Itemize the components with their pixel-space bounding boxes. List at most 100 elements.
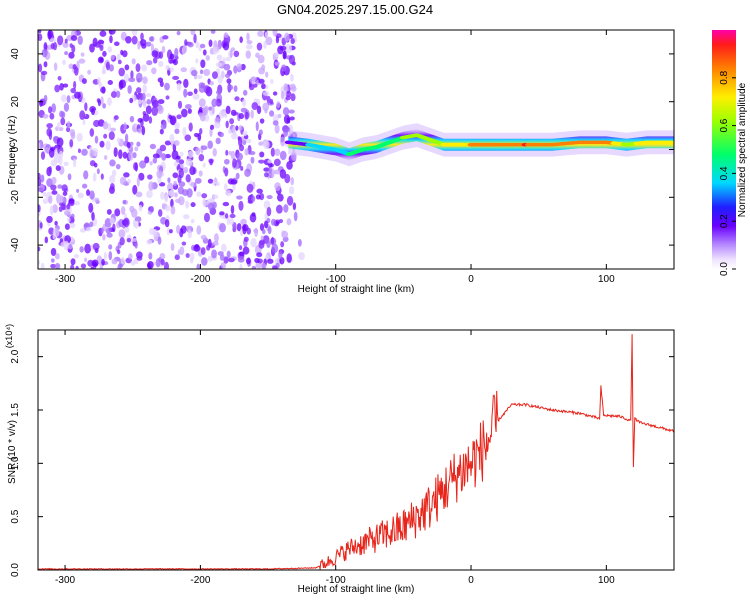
noise-speckle-layer <box>38 30 305 269</box>
noise-speckle <box>89 221 94 228</box>
noise-speckle <box>244 148 249 156</box>
noise-speckle <box>242 224 249 232</box>
noise-speckle <box>122 151 128 159</box>
noise-speckle <box>46 215 53 224</box>
noise-speckle <box>201 257 208 266</box>
noise-speckle <box>92 242 100 251</box>
snr-frame <box>37 329 675 571</box>
noise-speckle <box>217 74 223 84</box>
noise-speckle <box>145 41 152 47</box>
noise-speckle <box>48 106 53 114</box>
noise-speckle <box>126 141 131 149</box>
noise-speckle <box>76 188 80 193</box>
noise-speckle <box>277 113 282 119</box>
noise-speckle <box>70 258 76 266</box>
noise-speckle <box>142 84 148 94</box>
noise-speckle <box>50 184 57 191</box>
noise-speckle <box>142 76 148 84</box>
noise-speckle <box>131 35 138 45</box>
noise-speckle <box>282 107 290 116</box>
noise-speckle <box>40 151 46 160</box>
noise-speckle <box>274 52 280 58</box>
noise-speckle <box>84 257 88 263</box>
noise-speckle <box>182 126 187 137</box>
noise-speckle <box>203 212 210 223</box>
noise-speckle <box>114 41 120 47</box>
noise-speckle <box>173 140 180 146</box>
noise-speckle <box>38 177 42 187</box>
noise-speckle <box>182 44 187 54</box>
noise-speckle <box>128 77 136 83</box>
noise-speckle <box>73 254 80 259</box>
noise-speckle <box>84 243 92 254</box>
noise-speckle <box>131 30 138 36</box>
noise-speckle <box>152 153 160 159</box>
noise-speckle <box>116 90 121 98</box>
noise-speckle <box>276 101 281 109</box>
noise-speckle <box>274 182 281 192</box>
noise-speckle <box>50 247 57 257</box>
noise-speckle <box>280 136 286 147</box>
noise-speckle <box>62 42 69 49</box>
noise-speckle <box>152 56 158 64</box>
noise-speckle <box>192 93 200 100</box>
noise-speckle <box>288 54 296 65</box>
noise-speckle <box>235 172 240 180</box>
noise-speckle <box>259 223 265 232</box>
noise-speckle <box>68 243 73 250</box>
snr-panel: -300 -200 -100 0 100 0.0 0.5 1.0 1.5 2.0 Height o… <box>4 324 675 595</box>
noise-speckle <box>77 35 83 45</box>
noise-speckle <box>187 108 192 114</box>
noise-speckle <box>237 136 243 147</box>
noise-speckle <box>51 103 57 113</box>
noise-speckle <box>275 36 280 44</box>
noise-speckle <box>132 152 137 159</box>
noise-speckle <box>50 263 56 269</box>
noise-speckle <box>224 167 229 177</box>
colorbar-tick-label: 0.4 <box>719 166 730 180</box>
noise-speckle <box>284 173 291 184</box>
noise-speckle <box>113 147 118 158</box>
noise-speckle <box>278 219 284 224</box>
noise-speckle <box>250 238 257 248</box>
noise-speckle <box>160 258 165 266</box>
noise-speckle <box>263 41 267 49</box>
noise-speckle <box>238 113 245 120</box>
noise-speckle <box>113 115 119 120</box>
noise-speckle <box>140 39 147 46</box>
noise-speckle <box>266 195 273 200</box>
noise-speckle <box>54 220 58 226</box>
noise-speckle <box>50 258 55 263</box>
noise-speckle <box>225 149 229 156</box>
noise-speckle <box>129 97 134 104</box>
noise-speckle <box>146 98 152 105</box>
noise-speckle <box>275 204 283 214</box>
noise-speckle <box>202 199 207 207</box>
noise-speckle <box>219 254 225 261</box>
noise-speckle <box>205 55 210 61</box>
noise-speckle <box>118 67 125 77</box>
noise-speckle <box>258 141 264 146</box>
noise-speckle <box>272 265 278 269</box>
noise-speckle <box>190 30 196 36</box>
noise-speckle <box>198 98 206 108</box>
noise-speckle <box>239 36 243 43</box>
noise-speckle <box>40 262 45 269</box>
noise-speckle <box>223 63 231 71</box>
noise-speckle <box>164 140 172 146</box>
noise-speckle <box>257 30 265 37</box>
noise-speckle <box>223 183 228 191</box>
noise-speckle <box>81 78 87 85</box>
noise-speckle <box>108 251 113 261</box>
noise-speckle <box>236 223 242 232</box>
noise-speckle <box>148 181 154 191</box>
noise-speckle <box>188 122 193 132</box>
noise-speckle <box>59 150 64 159</box>
noise-speckle <box>107 97 112 106</box>
noise-speckle <box>38 172 41 179</box>
noise-speckle <box>176 155 181 160</box>
noise-speckle <box>54 262 61 269</box>
noise-speckle <box>190 202 196 208</box>
noise-speckle <box>248 83 255 91</box>
noise-speckle <box>256 105 262 115</box>
